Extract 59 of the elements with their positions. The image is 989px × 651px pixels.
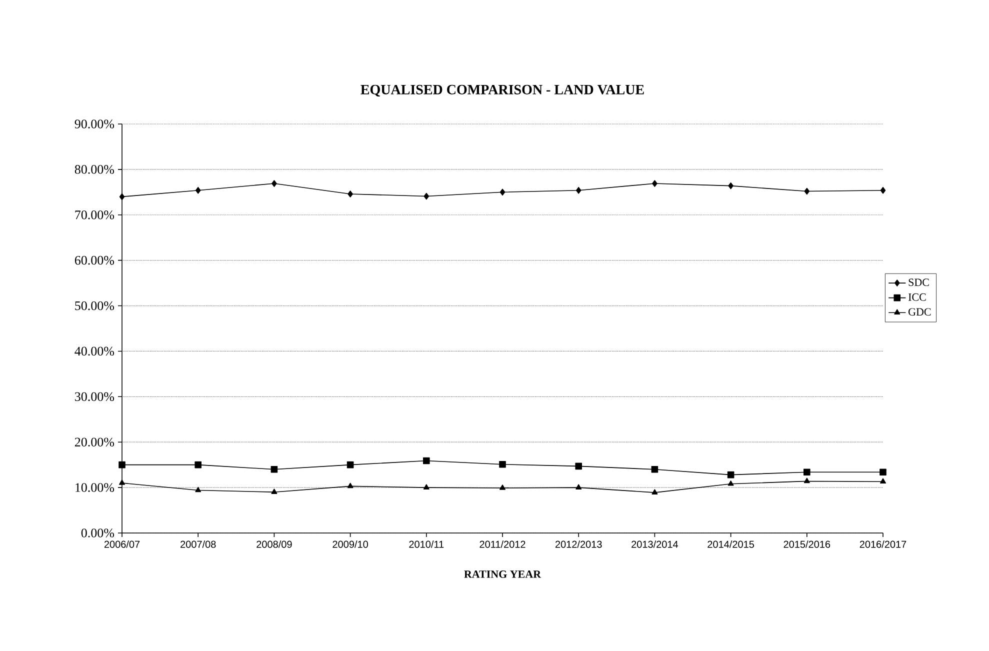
point [575,462,582,470]
point [499,460,506,468]
point [195,486,202,492]
y-tick-label: 70.00% [75,210,114,220]
point [652,489,658,494]
y-tick-label: 0.00% [81,528,114,538]
y-tick-label: 60.00% [74,256,114,265]
point [576,484,582,490]
point [119,480,126,485]
point [119,193,125,200]
y-tick-label: 40.00% [74,346,114,356]
x-tick-label: 2009/10 [332,540,368,548]
point [346,461,354,468]
point [500,484,506,490]
point [880,478,886,484]
point [271,488,278,494]
chart-title: EQUALISED COMPARISON - LAND VALUE [360,84,644,96]
point [804,478,810,484]
y-tick-label: 20.00% [74,438,114,447]
point [727,471,734,478]
y-tick-label: 80.00% [74,165,114,174]
x-axis-title: RATING YEAR [464,570,542,578]
point [728,480,734,486]
y-tick-label: 50.00% [75,301,114,310]
y-tick-label: 10.00% [76,483,114,492]
point [804,188,810,195]
point [500,188,506,196]
point [576,186,582,194]
point [651,466,658,473]
point [195,186,201,194]
point [272,180,277,187]
point [423,484,430,490]
x-tick-label: 2016/2017 [860,540,906,548]
point [880,468,886,476]
x-tick-label: 2013/2014 [632,540,678,548]
point [880,186,886,194]
point [194,461,202,468]
x-tick-label: 2014/2015 [708,540,754,548]
x-tick-label: 2007/08 [180,540,216,548]
x-tick-label: 2015/2016 [784,540,830,548]
y-tick-label: 90.00% [74,120,114,128]
point [270,466,278,473]
x-tick-label: 2011/2012 [480,540,526,548]
point [728,182,734,190]
point [347,482,354,488]
point [118,461,126,468]
point [348,190,353,198]
legend-label: SDC [908,278,929,286]
legend-label: GDC [908,308,931,316]
point [804,468,810,476]
point [423,457,430,464]
x-tick-label: 2010/11 [409,540,444,548]
point [652,180,658,187]
point [424,192,430,200]
y-tick-label: 30.00% [75,392,114,402]
x-tick-label: 2008/09 [256,540,292,548]
x-tick-label: 2006/07 [104,540,140,548]
legend-label: ICC [908,293,926,301]
x-tick-label: 2012/2013 [555,540,602,548]
